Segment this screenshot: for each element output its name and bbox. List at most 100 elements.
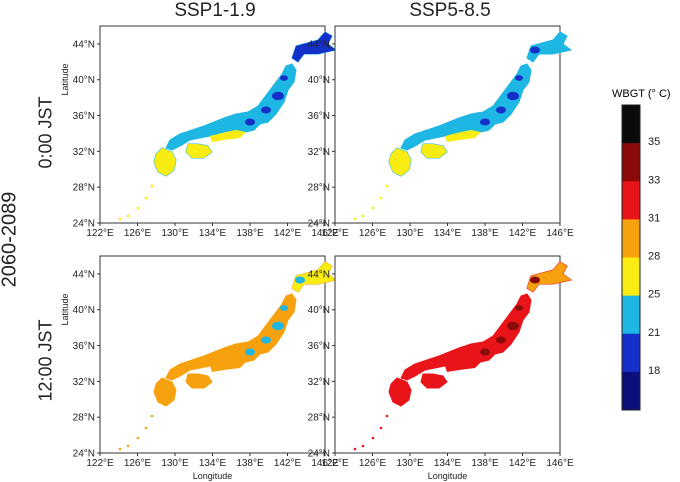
island [361, 214, 365, 218]
colorbar-label: 18 [648, 365, 660, 377]
island [126, 214, 130, 218]
x-axis-label: Longitude [193, 471, 233, 481]
colorbar-label: 25 [648, 289, 660, 301]
island [144, 196, 148, 200]
colorbar-segment [622, 105, 640, 144]
x-tick-label: 142°E [274, 228, 302, 239]
x-tick-label: 134°E [434, 228, 462, 239]
temperature-patch [280, 305, 288, 311]
japan-landmass [353, 261, 572, 451]
x-axis-label: Longitude [428, 471, 468, 481]
x-tick-label: 130°E [161, 458, 189, 469]
temperature-patch [507, 91, 519, 101]
colorbar-segment [622, 181, 640, 220]
x-tick-label: 138°E [236, 228, 264, 239]
island [371, 436, 375, 440]
island [126, 444, 130, 448]
island [150, 414, 154, 418]
map-panel-ssp585-00: 24°N 28°N 32°N 36°N 40°N 44°N 122°E 126°E 130°E 1… [308, 25, 574, 239]
colorbar-title: WBGT (° C) [612, 88, 671, 100]
x-tick-label: 130°E [161, 228, 189, 239]
island [385, 414, 389, 418]
colorbar-label: 31 [648, 212, 660, 224]
x-tick-label: 142°E [274, 458, 302, 469]
y-tick-label: 32°N [308, 377, 330, 388]
island [361, 444, 365, 448]
map-panel-ssp119-12: 24°N 28°N 32°N 36°N 40°N 44°N 122°E 126°E 130°E 1… [60, 255, 339, 481]
island [385, 184, 389, 188]
y-tick-label: 24°N [73, 449, 95, 460]
y-tick-label: 40°N [308, 75, 330, 86]
x-tick-label: 138°E [236, 458, 264, 469]
x-tick-label: 142°E [509, 228, 537, 239]
island [118, 447, 122, 451]
map-panel-ssp119-00: 24°N 28°N 32°N 36°N 40°N 44°N 122°E 126°E 130°E 1… [60, 25, 339, 239]
y-tick-label: 28°N [73, 413, 95, 424]
hokkaido-region [527, 262, 571, 292]
column-title-ssp119: SSP1-1.9 [174, 0, 256, 21]
y-tick-label: 32°N [308, 147, 330, 158]
temperature-patch [261, 336, 271, 344]
japan-landmass [118, 31, 337, 221]
southwest-region [389, 130, 481, 176]
x-tick-label: 126°E [124, 228, 152, 239]
japan-landmass [118, 261, 337, 451]
y-tick-label: 28°N [73, 183, 95, 194]
colorbar-segment [622, 257, 640, 297]
y-tick-label: 40°N [73, 75, 95, 86]
y-tick-label: 40°N [308, 305, 330, 316]
island [136, 206, 140, 210]
temperature-patch [245, 118, 255, 126]
x-tick-label: 146°E [311, 458, 339, 469]
x-tick-label: 126°E [359, 228, 387, 239]
island [379, 426, 383, 430]
colorbar-segment [622, 333, 640, 373]
y-tick-label: 28°N [308, 413, 330, 424]
temperature-patch [507, 321, 519, 331]
y-tick-label: 44°N [73, 39, 95, 50]
southwest-region [154, 130, 246, 176]
x-tick-label: 130°E [396, 228, 424, 239]
temperature-patch [480, 348, 490, 356]
colorbar-outline [621, 104, 641, 411]
temperature-patch [295, 276, 305, 284]
y-tick-label: 24°N [308, 219, 330, 230]
temperature-patch [245, 348, 255, 356]
temperature-patch [272, 321, 284, 331]
y-tick-label: 36°N [73, 111, 95, 122]
y-tick-label: 40°N [73, 305, 95, 316]
x-tick-label: 126°E [359, 458, 387, 469]
hokkaido-region [292, 262, 336, 292]
temperature-patch [515, 75, 523, 81]
southwest-region [154, 360, 246, 406]
y-tick-label: 32°N [73, 147, 95, 158]
y-tick-label: 28°N [308, 183, 330, 194]
y-tick-label: 44°N [73, 269, 95, 280]
island [136, 436, 140, 440]
temperature-patch [272, 91, 284, 101]
temperature-patch [295, 46, 305, 54]
y-tick-label: 44°N [308, 39, 330, 50]
japan-landmass [353, 31, 572, 221]
island [150, 184, 154, 188]
column-title-ssp585: SSP5-8.5 [409, 0, 491, 21]
colorbar: WBGT (° C) 35 33 31 28 25 21 18 [612, 88, 671, 411]
x-tick-label: 122°E [86, 228, 114, 239]
colorbar-segment [622, 143, 640, 182]
x-tick-label: 146°E [311, 228, 339, 239]
x-tick-label: 138°E [471, 228, 499, 239]
y-tick-label: 36°N [308, 111, 330, 122]
colorbar-segment [622, 219, 640, 258]
x-tick-label: 126°E [124, 458, 152, 469]
x-tick-label: 142°E [509, 458, 537, 469]
colorbar-segment [622, 295, 640, 335]
hokkaido-region [527, 32, 571, 62]
y-tick-label: 32°N [73, 377, 95, 388]
x-tick-label: 134°E [199, 458, 227, 469]
island [371, 206, 375, 210]
x-tick-label: 122°E [321, 228, 349, 239]
y-tick-label: 24°N [73, 219, 95, 230]
colorbar-label: 21 [648, 327, 660, 339]
colorbar-label: 28 [648, 251, 660, 263]
